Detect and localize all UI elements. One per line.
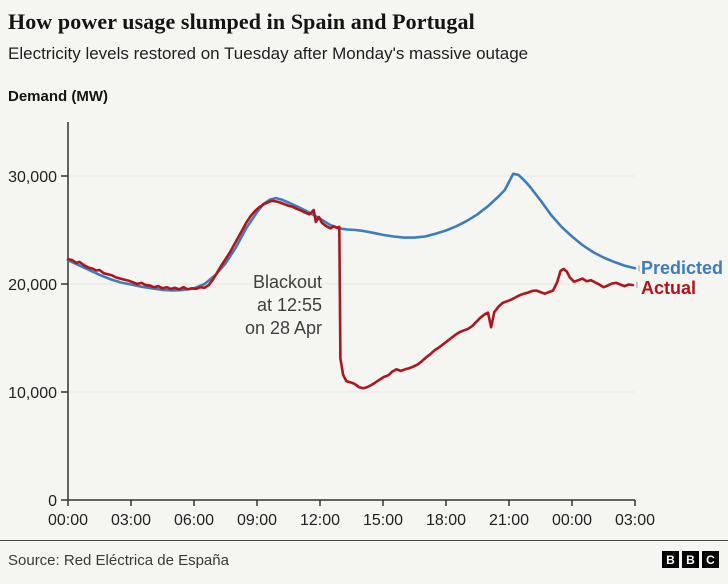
source-text: Source: Red Eléctrica de España <box>8 552 229 569</box>
x-tick-label: 03:00 <box>111 512 151 529</box>
bbc-logo-letter: C <box>702 551 719 568</box>
annotation-line-3: on 28 Apr <box>244 318 322 338</box>
x-tick-label: 03:00 <box>615 512 655 529</box>
bbc-logo: B B C <box>662 551 719 568</box>
y-tick-label: 30,000 <box>8 169 57 186</box>
page-subtitle: Electricity levels restored on Tuesday a… <box>8 44 529 63</box>
x-tick-label: 18:00 <box>426 512 466 529</box>
x-tick-label: 12:00 <box>300 512 340 529</box>
x-tick-label: 06:00 <box>174 512 214 529</box>
legend-label-actual: Actual <box>641 278 697 298</box>
annotation-line-2: at 12:55 <box>256 295 322 315</box>
x-tick-label: 21:00 <box>489 512 529 529</box>
series-line-predicted <box>66 172 637 292</box>
demand-line-chart: 0 10,000 20,000 30,000 00:00 03:00 06:00 09:00 1… <box>8 122 655 529</box>
x-tick-label: 09:00 <box>237 512 277 529</box>
y-tick-label: 20,000 <box>8 277 57 294</box>
y-axis-title: Demand (MW) <box>8 88 108 105</box>
annotation-line-1: Blackout <box>252 272 322 292</box>
series-line-actual <box>66 199 635 390</box>
y-tick-label: 0 <box>48 493 57 510</box>
footer-divider <box>0 540 728 541</box>
legend-label-predicted: Predicted <box>641 258 724 278</box>
page-title: How power usage slumped in Spain and Por… <box>8 9 475 34</box>
y-tick-label: 10,000 <box>8 385 57 402</box>
bbc-logo-letter: B <box>662 551 679 568</box>
x-tick-label: 00:00 <box>552 512 592 529</box>
blackout-annotation: Blackout at 12:55 on 28 Apr <box>152 271 322 340</box>
x-tick-label: 15:00 <box>363 512 403 529</box>
x-tick-label: 00:00 <box>48 512 88 529</box>
bbc-logo-letter: B <box>682 551 699 568</box>
